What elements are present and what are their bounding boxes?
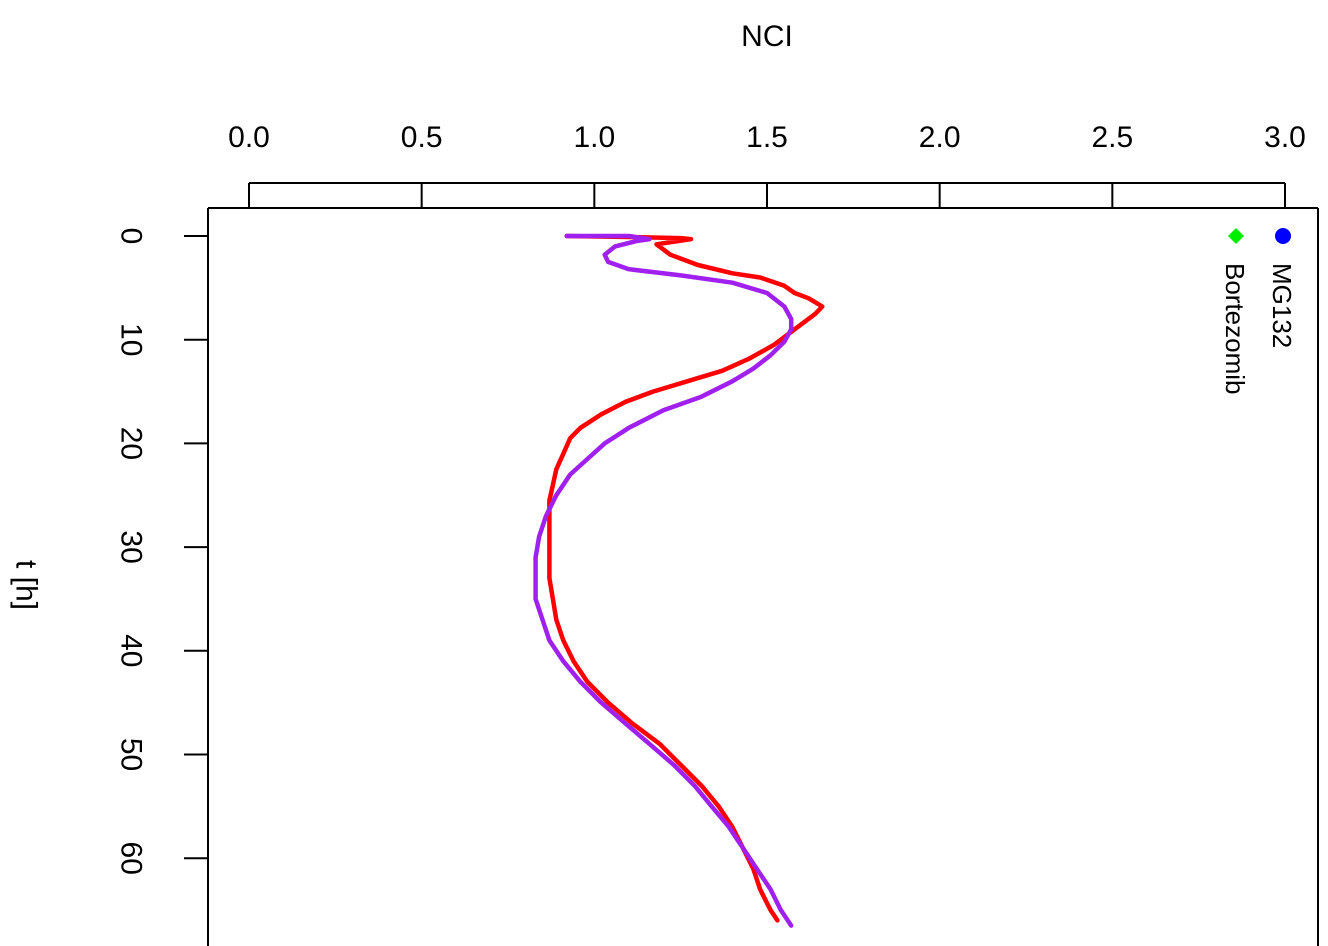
series-layer	[533, 233, 825, 928]
x-tick-label: 0.0	[228, 121, 270, 154]
y-tick-label: 30	[115, 530, 148, 563]
y-axis: 0 10 20 30 40 50 60	[115, 228, 209, 875]
legend-item-mg132: MG132	[1267, 228, 1297, 348]
x-axis: 0.0 0.5 1.0 1.5 2.0 2.5 3.0	[228, 121, 1306, 207]
x-tick-label: 3.0	[1264, 121, 1306, 154]
y-tick-label: 60	[115, 842, 148, 875]
legend-label-mg132: MG132	[1267, 263, 1297, 348]
legend: MG132 Bortezomib	[1220, 228, 1297, 395]
circle-icon	[1275, 228, 1291, 244]
y-tick-label: 20	[115, 427, 148, 460]
y-tick-label: 10	[115, 323, 148, 356]
x-tick-label: 2.0	[919, 121, 961, 154]
x-tick-label: 2.5	[1091, 121, 1133, 154]
x-tick-label: 1.0	[573, 121, 615, 154]
x-tick-label: 1.5	[746, 121, 788, 154]
diamond-icon	[1228, 228, 1244, 244]
series-line-1	[547, 233, 825, 923]
x-tick-label: 0.5	[401, 121, 443, 154]
y-tick-label: 50	[115, 738, 148, 771]
plot-frame	[207, 207, 1319, 946]
y-tick-label: 0	[115, 228, 148, 245]
series-line-2	[533, 233, 794, 928]
x-axis-title: NCI	[741, 20, 793, 53]
legend-item-bortezomib: Bortezomib	[1220, 228, 1250, 395]
legend-label-bortezomib: Bortezomib	[1220, 263, 1250, 395]
y-tick-label: 40	[115, 634, 148, 667]
y-axis-title: t [h]	[10, 560, 43, 610]
